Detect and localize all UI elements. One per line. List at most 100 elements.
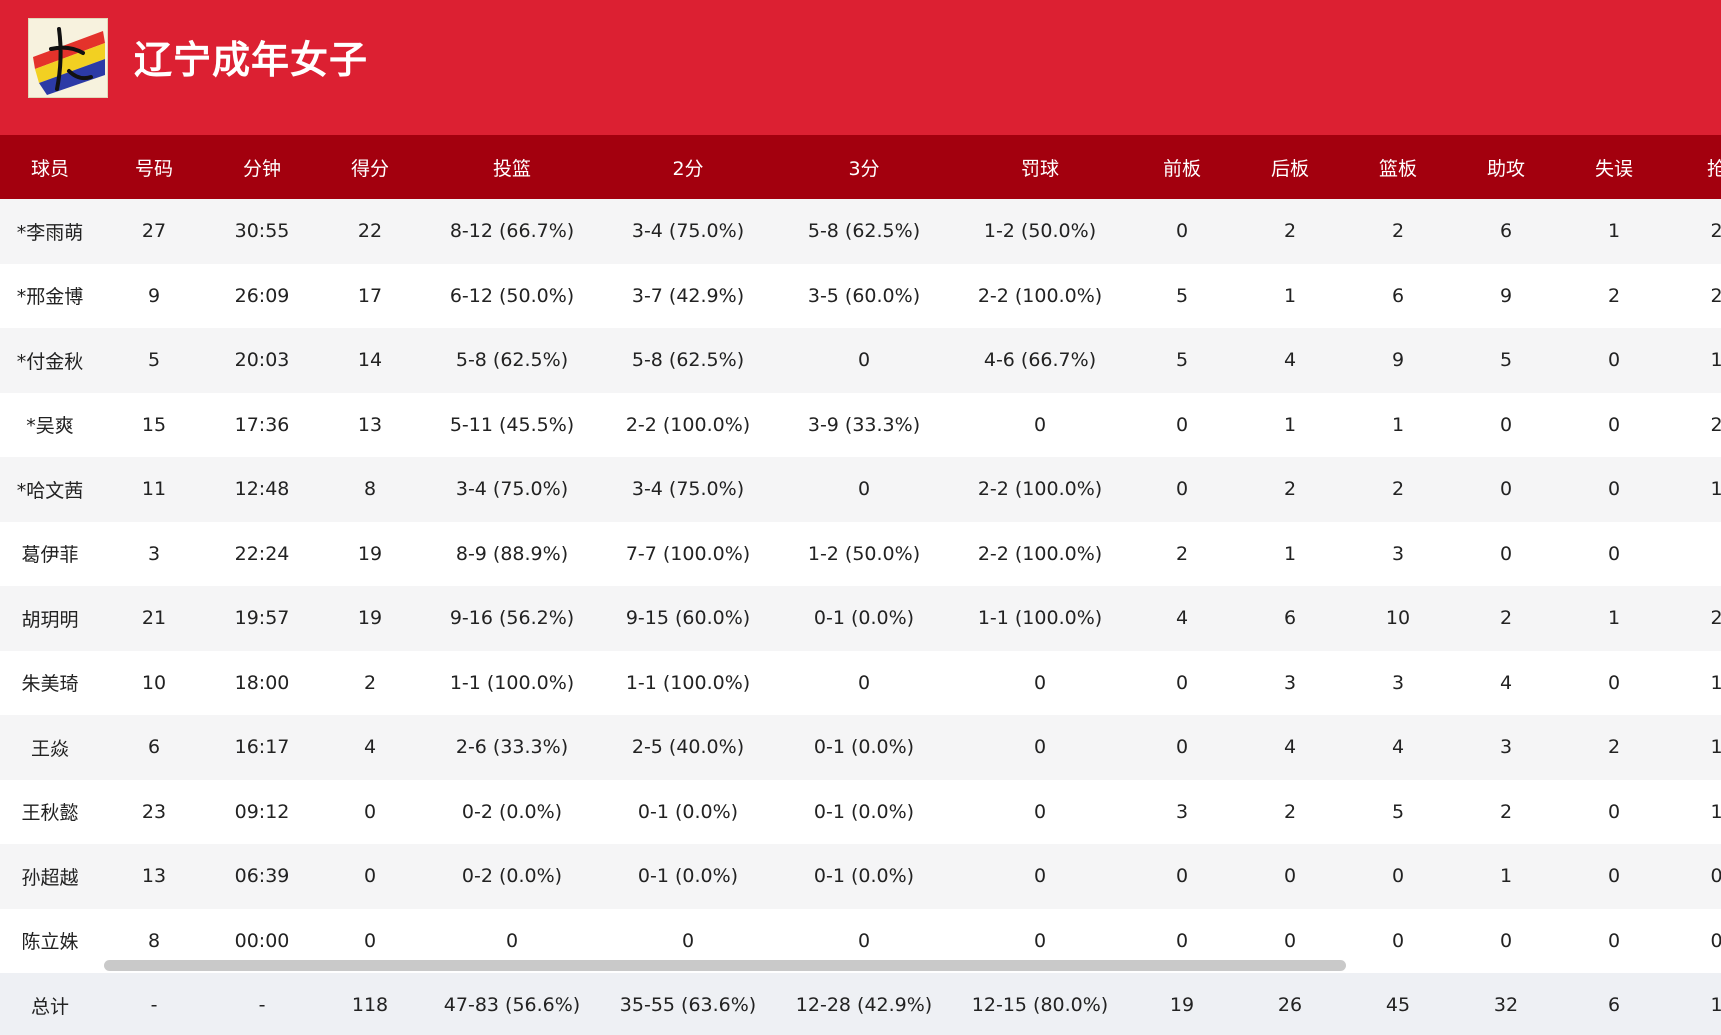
stat-cell: 0 [952, 392, 1128, 457]
stat-cell: 3-5 (60.0%) [776, 263, 952, 328]
stat-cell: 4 [1128, 586, 1236, 651]
stat-cell: 5 [100, 328, 208, 393]
totals-cell: 19 [1128, 973, 1236, 1035]
stat-cell: 2 [1668, 586, 1721, 651]
stat-cell: 16:17 [208, 715, 316, 780]
col-header-oreb[interactable]: 前板 [1128, 135, 1236, 199]
stats-table-container[interactable]: 球员 号码 分钟 得分 投篮 2分 3分 罚球 前板 后板 篮板 助攻 失误 抢… [0, 135, 1721, 1035]
player-name-cell: 朱美琦 [0, 650, 100, 715]
stat-cell: 0-1 (0.0%) [776, 715, 952, 780]
stat-cell: 1-1 (100.0%) [952, 586, 1128, 651]
horizontal-scrollbar[interactable] [104, 960, 1346, 971]
col-header-dreb[interactable]: 后板 [1236, 135, 1344, 199]
stat-cell: 1 [1668, 457, 1721, 522]
col-header-fg[interactable]: 投篮 [424, 135, 600, 199]
totals-cell: 118 [316, 973, 424, 1035]
stat-cell: 6 [100, 715, 208, 780]
stat-cell: 5 [1128, 328, 1236, 393]
totals-cell: 32 [1452, 973, 1560, 1035]
player-name-cell: 王焱 [0, 715, 100, 780]
stat-cell: 9 [1452, 263, 1560, 328]
stat-cell: 0 [1560, 908, 1668, 973]
totals-row: 总计 - -118 47-83 (56.6%) 35-55 (63.6%) 12-28 (… [0, 973, 1721, 1035]
col-header-points[interactable]: 得分 [316, 135, 424, 199]
stat-cell: 2-5 (40.0%) [600, 715, 776, 780]
totals-cell: 26 [1236, 973, 1344, 1035]
stat-cell: 3 [1128, 779, 1236, 844]
table-row[interactable]: *哈文茜 11 12:48 8 3-4 (75.0%) 3-4 (75.0%) 0 2-2 (… [0, 457, 1721, 522]
stat-cell: 5-8 (62.5%) [424, 328, 600, 393]
stat-cell: 3-4 (75.0%) [424, 457, 600, 522]
table-row[interactable]: 王秋懿 23 09:12 0 0-2 (0.0%) 0-1 (0.0%) 0-1 (0.0%… [0, 779, 1721, 844]
player-name-cell: *邢金博 [0, 263, 100, 328]
stat-cell: 2 [1236, 779, 1344, 844]
stat-cell: 0 [1452, 908, 1560, 973]
stat-cell: 0-1 (0.0%) [776, 844, 952, 909]
col-header-ft[interactable]: 罚球 [952, 135, 1128, 199]
stat-cell: 22 [316, 199, 424, 264]
stat-cell: 2 [1668, 392, 1721, 457]
stat-cell: 0 [316, 779, 424, 844]
stat-cell: 3 [1236, 650, 1344, 715]
stat-cell: 10 [1344, 586, 1452, 651]
stat-cell: 5-8 (62.5%) [600, 328, 776, 393]
stat-cell: 1 [1560, 199, 1668, 264]
table-row[interactable]: *邢金博 9 26:09 17 6-12 (50.0%) 3-7 (42.9%) 3-5 (… [0, 263, 1721, 328]
stat-cell: 17:36 [208, 392, 316, 457]
stat-cell: 2-2 (100.0%) [952, 263, 1128, 328]
stat-cell: 3 [1344, 521, 1452, 586]
stat-cell: 30:55 [208, 199, 316, 264]
table-row[interactable]: *吴爽 15 17:36 13 5-11 (45.5%) 2-2 (100.0%) 3-9 … [0, 392, 1721, 457]
stat-cell: 0 [1128, 199, 1236, 264]
player-name-cell: *哈文茜 [0, 457, 100, 522]
stat-cell: 3 [1344, 650, 1452, 715]
stat-cell: 9 [1344, 328, 1452, 393]
stat-cell: 2 [1452, 586, 1560, 651]
col-header-3pt[interactable]: 3分 [776, 135, 952, 199]
table-row[interactable]: 朱美琦 10 18:00 2 1-1 (100.0%) 1-1 (100.0%) 0 0 0 3 3… [0, 650, 1721, 715]
stat-cell: 7-7 (100.0%) [600, 521, 776, 586]
totals-cell: 1 [1668, 973, 1721, 1035]
table-row[interactable]: 孙超越 13 06:39 0 0-2 (0.0%) 0-1 (0.0%) 0-1 (0.0%… [0, 844, 1721, 909]
player-name-cell: *付金秋 [0, 328, 100, 393]
stat-cell: 0 [1560, 328, 1668, 393]
col-header-stl[interactable]: 抢 [1668, 135, 1721, 199]
table-row[interactable]: 葛伊菲 3 22:24 19 8-9 (88.9%) 7-7 (100.0%) 1-2 (5… [0, 521, 1721, 586]
stat-cell: 11 [100, 457, 208, 522]
player-name-cell: *李雨萌 [0, 199, 100, 264]
stat-cell: 0 [1560, 650, 1668, 715]
stat-cell: 2 [1236, 199, 1344, 264]
col-header-player[interactable]: 球员 [0, 135, 100, 199]
stat-cell: 3-7 (42.9%) [600, 263, 776, 328]
stat-cell: 2 [1668, 199, 1721, 264]
stat-cell: 6 [1236, 586, 1344, 651]
table-row[interactable]: *李雨萌 27 30:55 22 8-12 (66.7%) 3-4 (75.0%) 5-8 … [0, 199, 1721, 264]
stat-cell: 2-2 (100.0%) [952, 521, 1128, 586]
player-name-cell: 孙超越 [0, 844, 100, 909]
stat-cell: 5-8 (62.5%) [776, 199, 952, 264]
stat-cell: 0 [952, 650, 1128, 715]
col-header-number[interactable]: 号码 [100, 135, 208, 199]
stats-table-body: *李雨萌 27 30:55 22 8-12 (66.7%) 3-4 (75.0%) 5-8 … [0, 199, 1721, 973]
stat-cell: 06:39 [208, 844, 316, 909]
table-row[interactable]: 胡玥明 21 19:57 19 9-16 (56.2%) 9-15 (60.0%) 0-1 … [0, 586, 1721, 651]
col-header-2pt[interactable]: 2分 [600, 135, 776, 199]
col-header-ast[interactable]: 助攻 [1452, 135, 1560, 199]
stat-cell: 22:24 [208, 521, 316, 586]
stat-cell: 2 [1344, 199, 1452, 264]
stat-cell: 0 [316, 844, 424, 909]
stat-cell: 0 [952, 779, 1128, 844]
table-row[interactable]: *付金秋 5 20:03 14 5-8 (62.5%) 5-8 (62.5%) 0 4-6 (… [0, 328, 1721, 393]
table-row[interactable]: 王焱 6 16:17 4 2-6 (33.3%) 2-5 (40.0%) 0-1 (0.0%… [0, 715, 1721, 780]
stat-cell: 0 [1560, 392, 1668, 457]
stat-cell: 1-1 (100.0%) [600, 650, 776, 715]
stat-cell: 0 [952, 715, 1128, 780]
stat-cell: 6-12 (50.0%) [424, 263, 600, 328]
col-header-tov[interactable]: 失误 [1560, 135, 1668, 199]
stat-cell: 2-2 (100.0%) [600, 392, 776, 457]
totals-label-cell: 总计 [0, 973, 100, 1035]
player-stats-table: 球员 号码 分钟 得分 投篮 2分 3分 罚球 前板 后板 篮板 助攻 失误 抢… [0, 135, 1721, 1035]
col-header-reb[interactable]: 篮板 [1344, 135, 1452, 199]
stat-cell: 09:12 [208, 779, 316, 844]
col-header-minutes[interactable]: 分钟 [208, 135, 316, 199]
